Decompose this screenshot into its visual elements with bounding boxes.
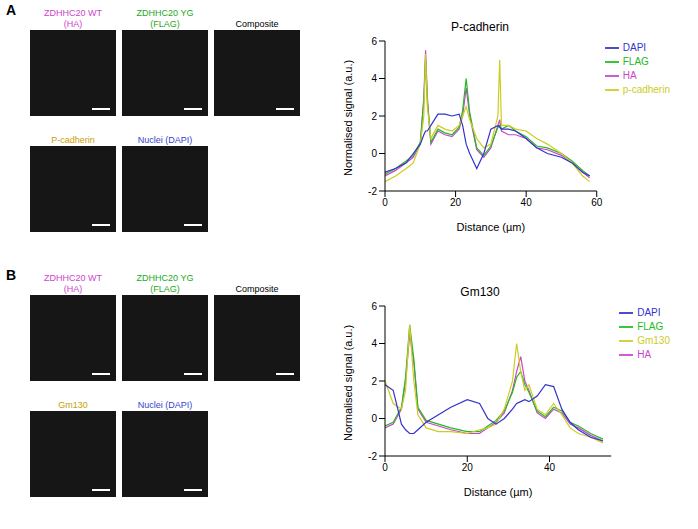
svg-text:-2: -2 (368, 451, 377, 462)
svg-text:Normalised signal (a.u.): Normalised signal (a.u.) (342, 325, 354, 441)
svg-text:0: 0 (382, 197, 388, 208)
html-text:P-cadherin: P-cadherin (51, 135, 95, 145)
html-text:A: A (6, 2, 17, 18)
svg-text:40: 40 (544, 462, 556, 473)
html-text:FLAG: FLAG (622, 55, 649, 67)
html-text:FLAG: FLAG (637, 320, 664, 332)
svg-text:-2: -2 (368, 186, 377, 197)
svg-text:2: 2 (371, 376, 377, 387)
html-text:Gm130: Gm130 (58, 400, 88, 410)
html-text:B: B (6, 267, 17, 283)
svg-text:Normalised signal (a.u.): Normalised signal (a.u.) (342, 60, 354, 176)
html-text:ZDHHC20 YG: ZDHHC20 YG (136, 273, 194, 283)
html-text:HA: HA (622, 69, 637, 81)
html-text:Gm130: Gm130 (460, 285, 500, 299)
html-text:DAPI: DAPI (622, 41, 647, 53)
html-text:Gm130: Gm130 (637, 334, 670, 346)
html-text:Nuclei (DAPI): Nuclei (DAPI) (137, 135, 193, 145)
html-text:Composite: Composite (235, 284, 279, 294)
svg-text:0: 0 (371, 148, 377, 159)
svg-text:0: 0 (382, 462, 388, 473)
svg-text:20: 20 (462, 462, 474, 473)
html-text:(FLAG): (FLAG) (150, 19, 180, 29)
html-text:ZDHHC20 WT: ZDHHC20 WT (44, 8, 102, 18)
html-text:(FLAG): (FLAG) (150, 284, 180, 294)
svg-text:60: 60 (591, 197, 603, 208)
svg-text:4: 4 (371, 338, 377, 349)
html-text:(HA): (HA) (63, 284, 83, 294)
svg-text:40: 40 (521, 197, 533, 208)
html-text:ZDHHC20 WT: ZDHHC20 WT (44, 273, 102, 283)
html-text:ZDHHC20 YG: ZDHHC20 YG (136, 8, 194, 18)
svg-text:0: 0 (371, 413, 377, 424)
svg-text:Distance (µm): Distance (µm) (457, 221, 526, 233)
svg-text:2: 2 (371, 111, 377, 122)
html-text:P-cadherin: P-cadherin (451, 20, 509, 34)
html-text:Composite: Composite (235, 19, 279, 29)
svg-text:Distance (µm): Distance (µm) (464, 486, 533, 498)
svg-text:6: 6 (371, 36, 377, 47)
svg-text:4: 4 (371, 73, 377, 84)
html-text:Nuclei (DAPI): Nuclei (DAPI) (137, 400, 193, 410)
html-text:HA: HA (637, 348, 652, 360)
html-text:(HA): (HA) (63, 19, 83, 29)
html-text:p-cadherin: p-cadherin (622, 83, 670, 95)
svg-text:6: 6 (371, 301, 377, 312)
svg-text:20: 20 (450, 197, 462, 208)
html-text:DAPI: DAPI (637, 306, 661, 318)
